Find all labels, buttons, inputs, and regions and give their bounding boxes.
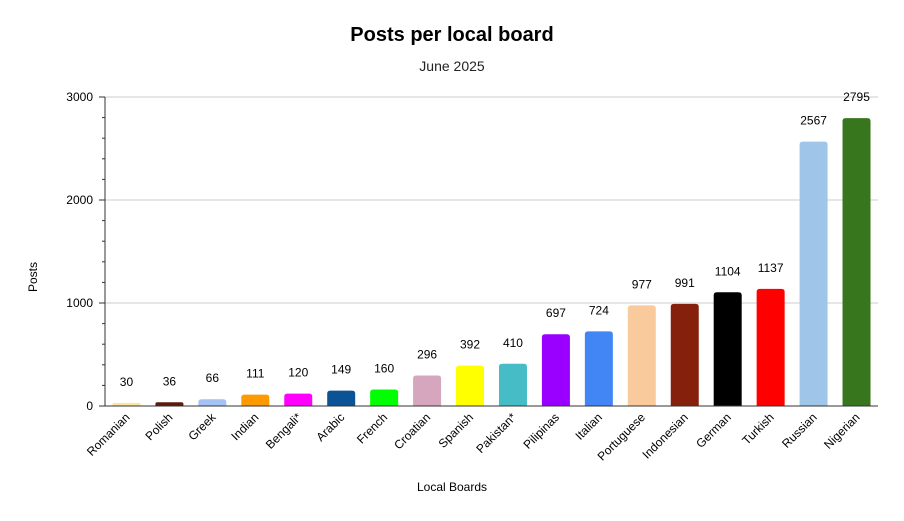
bar — [155, 402, 184, 406]
bar — [670, 303, 699, 406]
x-tick-label: Pakistan* — [473, 410, 519, 456]
y-tick-label: 0 — [86, 399, 93, 413]
bar — [584, 331, 613, 406]
data-label: 697 — [546, 306, 566, 320]
x-axis-label: Local Boards — [416, 480, 488, 494]
bar — [284, 393, 313, 406]
chart-title: Posts per local board — [350, 24, 554, 46]
bar — [112, 402, 141, 406]
data-label: 392 — [460, 338, 480, 352]
data-label: 1137 — [758, 261, 784, 275]
data-label: 66 — [206, 371, 220, 385]
bar — [541, 334, 570, 406]
data-label: 30 — [120, 375, 134, 389]
bar — [756, 288, 785, 406]
y-tick-label: 3000 — [66, 90, 93, 104]
bar — [370, 389, 399, 406]
x-tick-label: Russian — [779, 410, 820, 451]
data-label: 160 — [374, 362, 394, 376]
bar — [327, 390, 356, 406]
bar — [456, 365, 485, 406]
x-tick-label: French — [354, 410, 390, 446]
x-tick-label: Polish — [143, 410, 176, 443]
data-label: 977 — [632, 277, 652, 291]
data-label: 111 — [246, 367, 265, 381]
x-tick-label: Croatian — [391, 410, 433, 452]
x-tick-label: Indian — [228, 410, 261, 443]
chart-subtitle: June 2025 — [419, 58, 485, 74]
x-tick-label: Nigerian — [821, 410, 863, 452]
x-tick-label: Bengali* — [263, 410, 305, 452]
data-label: 149 — [331, 363, 351, 377]
data-label: 410 — [503, 336, 523, 350]
y-tick-label: 2000 — [66, 193, 93, 207]
data-label: 991 — [675, 276, 695, 290]
bar — [241, 394, 270, 406]
bar — [713, 292, 742, 406]
x-tick-label: Spanish — [436, 410, 477, 451]
bar — [198, 399, 227, 406]
x-tick-label: Arabic — [313, 410, 347, 444]
data-label: 296 — [417, 348, 437, 362]
x-tick-label: Turkish — [739, 410, 776, 447]
data-label: 120 — [288, 366, 308, 380]
bar — [842, 118, 871, 407]
bar — [799, 141, 828, 406]
bar — [413, 375, 442, 406]
bar — [498, 363, 527, 406]
data-label: 2567 — [800, 114, 827, 128]
x-tick-label: Greek — [185, 410, 219, 444]
y-tick-label: 1000 — [66, 296, 93, 310]
data-label: 36 — [163, 374, 177, 388]
x-tick-label: Pilipinas — [521, 410, 563, 452]
x-tick-label: Italian — [572, 410, 605, 443]
bar — [627, 305, 656, 406]
x-tick-label: Indonesian — [639, 410, 690, 461]
data-label: 724 — [589, 303, 609, 317]
data-label: 2795 — [843, 90, 870, 104]
data-label: 1104 — [715, 264, 741, 278]
x-tick-label: Romanian — [84, 410, 133, 459]
x-tick-label: German — [693, 410, 734, 451]
